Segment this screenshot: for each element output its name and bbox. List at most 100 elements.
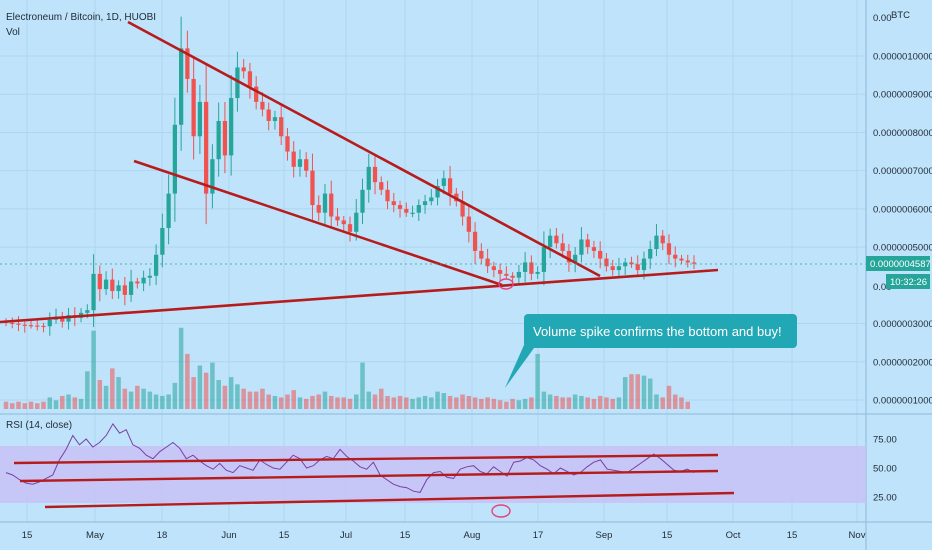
candle-body (441, 178, 446, 186)
candle-body (447, 178, 453, 194)
candle-body (535, 271, 540, 274)
volume-bar (541, 391, 547, 409)
candle-body (629, 262, 634, 265)
time-tick-label: Oct (726, 530, 741, 541)
candle-body (598, 250, 603, 259)
candle-body (573, 254, 578, 263)
candle-body (128, 281, 134, 295)
volume-bar (297, 397, 303, 409)
candle-body (391, 201, 396, 206)
rsi-middle-line (19, 469, 719, 483)
volume-bar (85, 371, 90, 409)
candle-body (641, 258, 647, 271)
volume-bar (579, 395, 584, 409)
candle-body (285, 136, 290, 152)
candle-body (516, 271, 521, 278)
volume-bar (228, 377, 234, 409)
candle-body (110, 279, 115, 292)
candle-body (560, 243, 565, 251)
candle-body (28, 325, 34, 327)
chart-title: Electroneum / Bitcoin, 1D, HUOBI (6, 12, 156, 23)
volume-bar (522, 398, 528, 409)
callout-text: Volume spike confirms the bottom and buy… (533, 324, 782, 339)
candle-body (354, 212, 359, 232)
candle-body (548, 235, 553, 248)
candle-body (316, 205, 321, 213)
candle-body (660, 235, 665, 244)
candle-body (510, 275, 515, 278)
volume-bar (28, 401, 34, 409)
candle-body (385, 189, 390, 202)
volume-bar (128, 391, 134, 409)
candle-body (310, 170, 315, 206)
time-tick-label: 17 (533, 530, 544, 541)
volume-bar (554, 395, 559, 409)
volume-bar (241, 388, 246, 409)
candle-body (554, 235, 559, 244)
candle-body (85, 310, 90, 313)
candle-body (166, 193, 171, 228)
volume-bar (110, 368, 115, 409)
candle-body (397, 205, 403, 209)
volume-bar (435, 391, 440, 409)
candle-body (254, 86, 259, 102)
candle-body (429, 197, 434, 202)
volume-bar (510, 398, 515, 409)
callout-pointer (505, 345, 534, 388)
candle-body (335, 216, 340, 221)
volume-bar (485, 397, 490, 409)
rsi-low-highlight-ellipse (491, 504, 511, 518)
candle-body (491, 266, 496, 271)
volume-bar (360, 362, 365, 409)
currency-label: BTC (891, 10, 910, 21)
volume-bar (491, 398, 497, 409)
time-axis[interactable]: 15 May 18 Jun 15 Jul 15 Aug 17 Sep 15 Oct 15 Nov (22, 530, 866, 541)
candle-body (654, 235, 659, 250)
candle-body (579, 239, 584, 255)
candle-body (422, 201, 428, 206)
rsi-lower-line (44, 491, 735, 509)
volume-bar (72, 397, 78, 409)
falling-wedge-upper-line (127, 20, 601, 278)
volume-bar (341, 397, 346, 409)
volume-bar (385, 395, 390, 409)
candle-body (585, 239, 590, 248)
volume-bar (41, 401, 46, 409)
candle-body (460, 201, 465, 217)
volume-bar (16, 401, 21, 409)
candle-body (497, 270, 503, 274)
time-tick-label: Jul (340, 530, 352, 541)
callout-box (524, 314, 797, 348)
candle-body (241, 67, 246, 72)
volume-bars (3, 327, 690, 409)
candle-body (153, 254, 159, 276)
candle-body (266, 109, 271, 121)
volume-bar (629, 374, 634, 409)
volume-bar (235, 384, 240, 409)
candle-body (116, 285, 121, 292)
volume-bar (10, 403, 15, 409)
candle-body (529, 262, 534, 274)
volume-bar (597, 395, 603, 409)
candle-body (35, 325, 40, 327)
volume-bar (303, 398, 309, 409)
candle-body (222, 120, 228, 156)
volume-bar (616, 397, 622, 409)
countdown-box (886, 274, 930, 289)
volume-bar (454, 397, 459, 409)
volume-bar (91, 330, 96, 409)
current-price-value: 0.0000004587 (870, 259, 931, 270)
candle-body (191, 78, 196, 137)
volume-bar (78, 398, 84, 409)
candle-body (347, 224, 353, 232)
candle-body (91, 273, 96, 311)
price-axis[interactable]: BTC 0.00 0.00 0.0000010000 0.0000009000 0.… (873, 10, 932, 407)
current-price-box (866, 256, 930, 271)
bottom-highlight-ellipse (498, 278, 514, 290)
price-tick-label: 0.0000010000 (873, 52, 932, 63)
time-tick-label: 15 (787, 530, 798, 541)
candle-body (410, 212, 415, 214)
candle-body (272, 117, 278, 121)
volume-bar (322, 391, 328, 409)
